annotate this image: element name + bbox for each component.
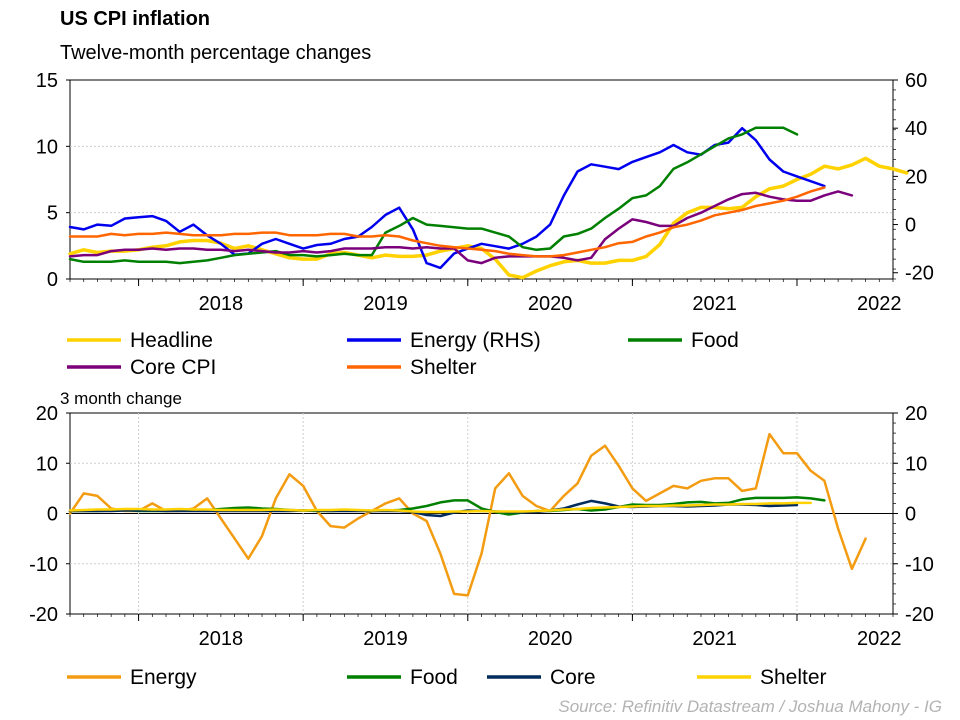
legend-label: Headline bbox=[130, 329, 213, 352]
y-tick-label-right: 0 bbox=[905, 504, 916, 526]
y-tick-label-left: -10 bbox=[29, 554, 58, 576]
x-tick-label: 2021 bbox=[692, 293, 737, 315]
x-tick-label: 2019 bbox=[363, 628, 408, 650]
y-tick-label-right: -20 bbox=[905, 263, 934, 285]
y-tick-label-left: 15 bbox=[36, 70, 58, 92]
x-tick-label: 2019 bbox=[363, 293, 408, 315]
y-tick-label-left: 20 bbox=[36, 403, 58, 425]
chart-panel-2: -20 -10 0 10 20 -20 -10 0 10 20 2018 2019 2020 2021 20… bbox=[29, 389, 934, 689]
y-tick-label-right: 0 bbox=[905, 215, 916, 237]
x-tick-label: 2020 bbox=[528, 293, 573, 315]
y-tick-label-left: -20 bbox=[29, 604, 58, 626]
y-tick-label-right: 40 bbox=[905, 118, 927, 140]
panel-subtitle: 3 month change bbox=[60, 389, 182, 408]
legend-label: Core bbox=[550, 666, 596, 689]
legend-item-shelter: Shelter bbox=[347, 356, 477, 379]
series-line-core-cpi bbox=[68, 190, 854, 265]
y-tick-label-right: -20 bbox=[905, 604, 934, 626]
x-tick-label: 2022 bbox=[857, 293, 902, 315]
series-line-food bbox=[68, 126, 799, 265]
series-line-headline bbox=[68, 156, 909, 280]
legend-label: Energy bbox=[130, 666, 197, 689]
chart-subtitle: Twelve-month percentage changes bbox=[60, 42, 372, 64]
y-tick-label-left: 0 bbox=[47, 269, 58, 291]
chart-panel-1: 0 5 10 15 -20 0 20 40 60 2018 2019 2020 2021 2022 Head… bbox=[36, 70, 934, 379]
legend-item-food: Food bbox=[628, 329, 739, 352]
legend-item-shelter: Shelter bbox=[697, 666, 827, 689]
y-tick-label-right: 10 bbox=[905, 453, 927, 475]
x-tick-label: 2018 bbox=[199, 293, 244, 315]
y-tick-label-left: 10 bbox=[36, 136, 58, 158]
legend-item-core-cpi: Core CPI bbox=[67, 356, 216, 379]
y-tick-label-right: 60 bbox=[905, 70, 927, 92]
series-line-shelter bbox=[68, 186, 826, 258]
legend-item-food: Food bbox=[347, 666, 458, 689]
x-tick-label: 2022 bbox=[857, 628, 902, 650]
chart-title: US CPI inflation bbox=[60, 8, 210, 30]
legend-label: Shelter bbox=[410, 356, 477, 379]
source-note: Source: Refinitiv Datastream / Joshua Ma… bbox=[558, 697, 942, 716]
legend-label: Shelter bbox=[760, 666, 827, 689]
series-line-shelter bbox=[68, 501, 812, 514]
legend-item-energy: Energy bbox=[67, 666, 197, 689]
y-tick-label-right: -10 bbox=[905, 554, 934, 576]
x-tick-label: 2020 bbox=[528, 628, 573, 650]
series-line-energy bbox=[68, 432, 867, 597]
y-tick-label-left: 0 bbox=[47, 504, 58, 526]
legend-item-energy-rhs: Energy (RHS) bbox=[347, 329, 541, 352]
y-tick-label-left: 10 bbox=[36, 453, 58, 475]
y-tick-label-right: 20 bbox=[905, 166, 927, 188]
legend-item-core: Core bbox=[487, 666, 596, 689]
legend-label: Core CPI bbox=[130, 356, 216, 379]
legend-label: Energy (RHS) bbox=[410, 329, 541, 352]
legend-label: Food bbox=[691, 329, 739, 352]
y-tick-label-left: 5 bbox=[47, 203, 58, 225]
y-tick-label-right: 20 bbox=[905, 403, 927, 425]
x-tick-label: 2018 bbox=[199, 628, 244, 650]
legend-label: Food bbox=[410, 666, 458, 689]
legend-item-headline: Headline bbox=[67, 329, 213, 352]
x-tick-label: 2021 bbox=[692, 628, 737, 650]
